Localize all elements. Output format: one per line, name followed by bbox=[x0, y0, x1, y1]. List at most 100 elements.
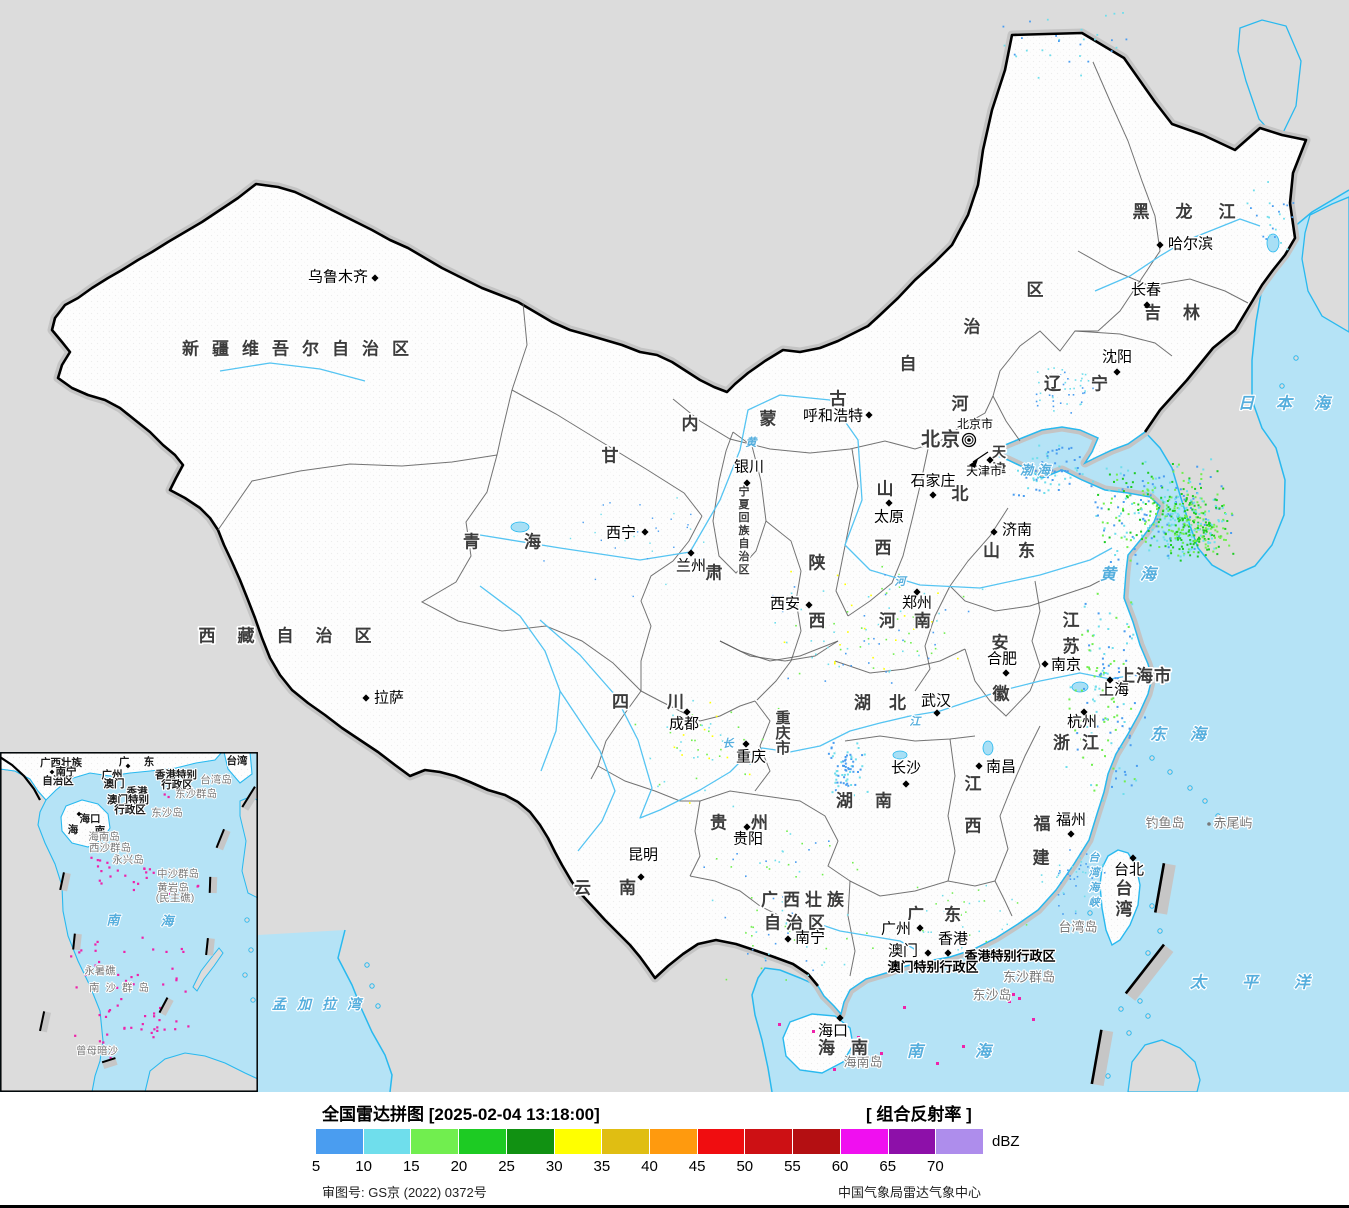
radar-echo bbox=[676, 497, 678, 499]
radar-echo bbox=[1214, 529, 1217, 532]
radar-echo bbox=[849, 771, 852, 773]
radar-echo bbox=[888, 607, 890, 609]
radar-echo bbox=[691, 739, 693, 742]
radar-echo bbox=[880, 617, 882, 619]
inset-island-marker bbox=[166, 891, 169, 894]
radar-echo bbox=[1280, 242, 1282, 244]
radar-echo bbox=[1202, 526, 1204, 529]
radar-echo bbox=[624, 539, 626, 542]
inset-label: 东 bbox=[144, 755, 155, 768]
inset-label: 澳门 bbox=[104, 777, 125, 790]
radar-echo bbox=[1212, 498, 1215, 501]
radar-echo bbox=[1189, 507, 1192, 509]
radar-echo bbox=[1088, 649, 1091, 652]
radar-echo bbox=[784, 598, 786, 600]
radar-echo bbox=[1114, 728, 1117, 731]
radar-echo bbox=[1090, 732, 1093, 735]
radar-echo bbox=[1058, 483, 1061, 486]
radar-echo bbox=[946, 940, 948, 942]
province-border bbox=[835, 448, 859, 617]
radar-echo bbox=[1143, 485, 1146, 488]
unit-label: dBZ bbox=[992, 1133, 1020, 1150]
radar-echo bbox=[963, 901, 965, 903]
island-marker bbox=[833, 1068, 836, 1071]
radar-echo bbox=[1058, 872, 1060, 875]
radar-echo bbox=[1031, 457, 1034, 460]
radar-echo bbox=[1196, 555, 1199, 558]
radar-echo bbox=[670, 518, 672, 520]
radar-echo bbox=[1170, 529, 1173, 532]
province-border bbox=[1029, 580, 1041, 692]
city-label: 济南 bbox=[1002, 522, 1032, 539]
radar-echo bbox=[1147, 500, 1150, 503]
radar-echo bbox=[1064, 470, 1067, 472]
radar-echo bbox=[1202, 539, 1205, 542]
radar-echo bbox=[1064, 371, 1066, 374]
radar-echo bbox=[872, 656, 874, 659]
radar-echo bbox=[689, 528, 692, 530]
radar-echo bbox=[1035, 480, 1038, 483]
radar-echo bbox=[1080, 861, 1083, 863]
radar-echo bbox=[1230, 532, 1233, 534]
radar-echo bbox=[1116, 714, 1119, 717]
radar-echo bbox=[1175, 538, 1178, 541]
inset-island-marker bbox=[197, 884, 200, 887]
radar-echo bbox=[970, 958, 972, 960]
colorbar-ticks: 5 10 15 20 25 30 35 40 45 50 55 60 65 70 bbox=[0, 1158, 1349, 1178]
sea-label: 太平洋 bbox=[1189, 974, 1346, 992]
boundary-dash-segment bbox=[59, 872, 71, 892]
radar-echo bbox=[1094, 688, 1097, 691]
inset-label: 南 bbox=[106, 913, 121, 928]
radar-echo bbox=[786, 830, 788, 832]
radar-echo bbox=[1193, 521, 1195, 524]
radar-echo bbox=[846, 754, 848, 757]
radar-echo bbox=[1101, 534, 1104, 537]
city-dot bbox=[990, 528, 998, 536]
radar-echo bbox=[883, 668, 885, 670]
province-label: 重庆市 bbox=[775, 709, 790, 757]
island-label: 钓鱼岛 bbox=[1145, 816, 1184, 831]
radar-echo bbox=[1088, 668, 1091, 671]
city-dot bbox=[125, 763, 131, 769]
radar-echo bbox=[800, 608, 802, 611]
radar-echo bbox=[1174, 503, 1177, 505]
radar-echo bbox=[1155, 505, 1158, 508]
radar-echo bbox=[863, 640, 866, 642]
radar-echo bbox=[1076, 732, 1079, 735]
boundary-dash-segment bbox=[205, 938, 215, 956]
radar-echo bbox=[1149, 524, 1152, 527]
radar-echo bbox=[658, 783, 661, 786]
radar-echo bbox=[811, 899, 813, 901]
radar-echo bbox=[1081, 373, 1084, 375]
radar-echo bbox=[1205, 529, 1207, 532]
radar-echo bbox=[1102, 673, 1105, 676]
city-label: 昆明 bbox=[628, 847, 658, 864]
inset-label: (民主礁) bbox=[156, 891, 195, 904]
island-marker bbox=[962, 1045, 965, 1048]
radar-echo bbox=[1085, 863, 1087, 865]
inset-island-marker bbox=[152, 1036, 155, 1039]
radar-echo bbox=[1131, 603, 1134, 606]
island-label: 海南岛 bbox=[843, 1055, 882, 1070]
radar-echo bbox=[1150, 475, 1153, 478]
radar-echo bbox=[1056, 876, 1058, 878]
radar-echo bbox=[957, 657, 959, 660]
radar-echo bbox=[1100, 507, 1103, 510]
radar-echo bbox=[1149, 510, 1152, 513]
radar-echo bbox=[830, 747, 833, 750]
radar-echo bbox=[1176, 512, 1179, 515]
island-marker bbox=[857, 1036, 860, 1039]
radar-echo bbox=[1080, 403, 1082, 405]
radar-echo bbox=[918, 654, 920, 657]
inset-island-marker bbox=[140, 1028, 143, 1031]
province-border bbox=[994, 725, 1041, 882]
radar-echo bbox=[1271, 227, 1274, 230]
radar-echo bbox=[1035, 478, 1038, 481]
radar-echo bbox=[1036, 471, 1039, 474]
province-border bbox=[844, 735, 976, 742]
radar-echo bbox=[1217, 520, 1220, 523]
radar-echo bbox=[1074, 467, 1077, 470]
radar-echo bbox=[1180, 539, 1183, 541]
radar-echo bbox=[704, 789, 706, 792]
radar-echo bbox=[1283, 217, 1285, 220]
